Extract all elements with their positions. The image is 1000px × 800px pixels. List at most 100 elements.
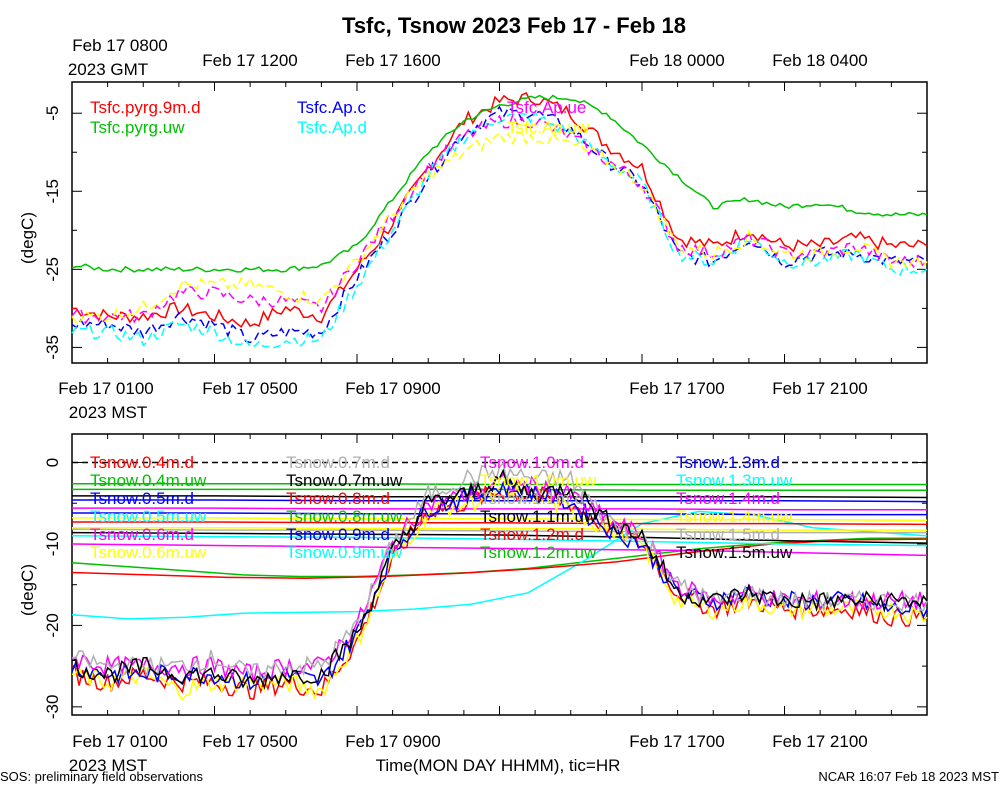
mst-tick-label: Feb 17 2100	[772, 732, 867, 751]
series-line	[72, 526, 927, 531]
legend-entry: Tsnow.0.6m.d	[90, 525, 194, 544]
y-tick-label: 0	[43, 458, 62, 467]
tsnow-axis-ticks	[71, 434, 928, 715]
mst-tick-label: Feb 17 1700	[629, 732, 724, 751]
mst-axis-middle: Feb 17 0100 2023 MST Feb 17 0500 Feb 17 …	[58, 379, 867, 422]
tsfc-y-tick-labels: -5 -15 -25 -35	[43, 106, 62, 360]
series-line	[71, 112, 928, 325]
series-line	[72, 488, 927, 491]
mst-tick-label: Feb 17 0500	[202, 379, 297, 398]
y-tick-label: -25	[43, 257, 62, 282]
legend-entry: Tsnow.0.5m.uw	[90, 507, 207, 526]
tsnow-y-axis-label: (degC)	[18, 564, 37, 616]
gmt-first-label: Feb 17 0800	[72, 36, 167, 55]
legend-entry: Tsnow.0.4m.d	[90, 453, 194, 472]
legend-entry: Tsnow.1.3m.uw	[676, 471, 793, 490]
legend-entry: Tsnow.1.0m.d	[480, 453, 584, 472]
legend-entry: Tsnow.1.5m.d	[676, 525, 780, 544]
tsfc-legend: Tsfc.pyrg.9m.dTsfc.pyrg.uwTsfc.Ap.cTsfc.…	[90, 98, 590, 137]
mst-axis-bottom: Feb 17 0100 2023 MST Feb 17 0500 Feb 17 …	[69, 732, 868, 775]
series-line	[71, 510, 928, 620]
series-line	[72, 521, 928, 526]
legend-entry: Tsnow.0.8m.uw	[286, 507, 403, 526]
footer-right: NCAR 16:07 Feb 18 2023 MST	[818, 769, 999, 784]
series-line	[71, 543, 928, 557]
time-axis-label: Time(MON DAY HHMM), tic=HR	[376, 756, 621, 775]
gmt-tick-label: Feb 18 0400	[772, 51, 867, 70]
mst-tick-label: Feb 17 2100	[772, 379, 867, 398]
tsnow-panel: 0 -10 -20 -30 (degC) Tsnow.0.4m.dTsnow.0.4m…	[18, 433, 928, 719]
series-line	[72, 512, 927, 516]
series-line	[71, 528, 927, 534]
legend-entry: Tsnow.1.1m.uw	[480, 507, 597, 526]
y-tick-label: -15	[43, 179, 62, 204]
series-line	[71, 535, 928, 547]
tsnow-legend: Tsnow.0.4m.dTsnow.0.4m.uwTsnow.0.5m.dTsn…	[90, 453, 793, 562]
tsfc-panel: -5 -15 -25 -35 (degC) Tsfc.pyrg.9m.dTsfc.py…	[18, 81, 928, 364]
series-line	[72, 495, 928, 499]
legend-entry: Tsnow.0.7m.uw	[286, 471, 403, 490]
series-line	[71, 110, 928, 349]
gmt-year-label: 2023 GMT	[68, 60, 148, 79]
tsfc-y-axis-label: (degC)	[18, 212, 37, 264]
footer-left: SOS: preliminary field observations	[0, 769, 204, 784]
legend-entry: Tsnow.1.4m.uw	[676, 507, 793, 526]
series-line	[71, 131, 928, 325]
gmt-tick-label: Feb 18 0000	[629, 51, 724, 70]
series-line	[72, 517, 928, 522]
legend-entry: Tsnow.1.4m.d	[676, 489, 780, 508]
gmt-tick-label: Feb 17 1200	[202, 51, 297, 70]
tsfc-series-group	[71, 92, 928, 349]
series-line	[72, 499, 928, 503]
tsfc-axis-ticks	[71, 82, 928, 363]
mst-year-label: 2023 MST	[69, 403, 147, 422]
gmt-tick-label: Feb 17 1600	[345, 51, 440, 70]
series-line	[72, 507, 927, 511]
legend-entry: Tsfc.pyrg.uw	[90, 118, 185, 137]
mst-first-label: Feb 17 0100	[58, 379, 153, 398]
series-line	[71, 484, 928, 701]
legend-entry: Tsfc.Ap.c	[297, 98, 366, 117]
series-line	[71, 477, 928, 691]
mst-year-label: 2023 MST	[69, 756, 147, 775]
legend-entry: Tsnow.0.8m.d	[286, 489, 390, 508]
mst-tick-label: Feb 17 0900	[345, 379, 440, 398]
series-line	[71, 94, 928, 273]
chart-title: Tsfc, Tsnow 2023 Feb 17 - Feb 18	[342, 13, 686, 38]
legend-entry: Tsfc.Ap.d	[297, 118, 367, 137]
series-line	[71, 105, 928, 344]
legend-entry: Tsfc.Ap.ue	[507, 98, 586, 117]
series-line	[72, 482, 927, 486]
legend-entry: Tsfc.Ap.uw	[507, 118, 590, 137]
legend-entry: Tsnow.0.7m.d	[286, 453, 390, 472]
y-tick-label: -20	[43, 613, 62, 638]
mst-tick-label: Feb 17 0500	[202, 732, 297, 751]
legend-entry: Tsnow.0.5m.d	[90, 489, 194, 508]
series-line	[72, 92, 928, 329]
series-line	[71, 531, 928, 544]
legend-entry: Tsnow.1.0m.uw	[480, 471, 597, 490]
legend-entry: Tsnow.1.2m.d	[480, 525, 584, 544]
legend-entry: Tsnow.1.3m.d	[676, 453, 780, 472]
gmt-axis: Feb 17 0800 2023 GMT Feb 17 1200 Feb 17 …	[68, 36, 868, 79]
legend-entry: Tsnow.0.4m.uw	[90, 471, 207, 490]
legend-entry: Tsnow.1.5m.uw	[676, 543, 793, 562]
series-line	[71, 461, 928, 681]
mst-tick-label: Feb 17 0900	[345, 732, 440, 751]
legend-entry: Tsfc.pyrg.9m.d	[90, 98, 201, 117]
tsnow-series-group	[71, 461, 928, 701]
legend-entry: Tsnow.0.9m.d	[286, 525, 390, 544]
series-line	[71, 468, 928, 690]
y-tick-label: -30	[43, 695, 62, 720]
tsnow-y-tick-labels: 0 -10 -20 -30	[43, 458, 62, 719]
y-tick-label: -35	[43, 335, 62, 360]
legend-entry: Tsnow.0.9m.uw	[286, 543, 403, 562]
mst-first-label: Feb 17 0100	[72, 732, 167, 751]
legend-entry: Tsnow.1.2m.uw	[480, 543, 597, 562]
y-tick-label: -5	[43, 106, 62, 121]
legend-entry: Tsnow.1.1m.d	[480, 489, 584, 508]
mst-tick-label: Feb 17 1700	[629, 379, 724, 398]
legend-entry: Tsnow.0.6m.uw	[90, 543, 207, 562]
series-line	[71, 473, 928, 683]
